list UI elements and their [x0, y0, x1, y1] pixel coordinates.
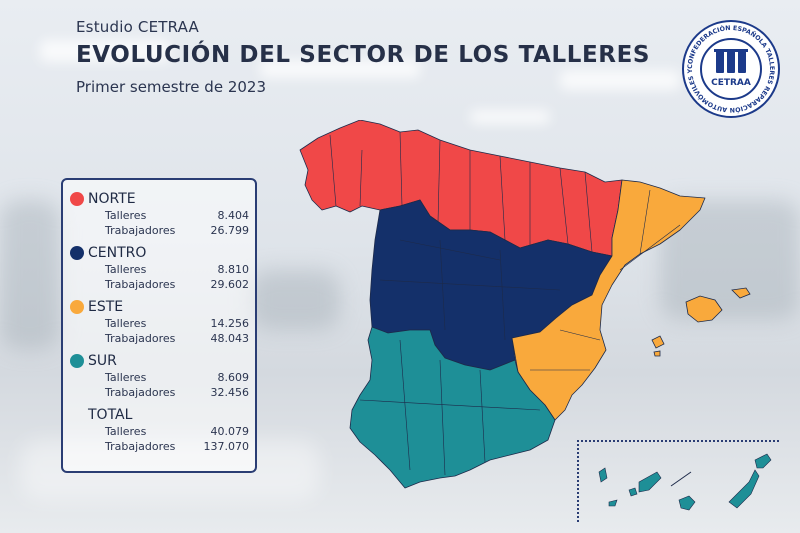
canarias-inset [577, 440, 779, 522]
lanzarote [754, 453, 772, 469]
trabajadores-row: Trabajadores 32.456 [105, 386, 249, 399]
legend-total: TOTAL Talleres 40.079 Trabajadores 137.070 [70, 406, 249, 454]
region-sur [349, 326, 556, 489]
legend-box: NORTE Talleres 8.404 Trabajadores 26.799 C… [61, 178, 257, 473]
study-label: Estudio CETRAA [76, 18, 199, 36]
norte-color-dot [70, 192, 84, 206]
ibiza [651, 335, 665, 349]
total-label: TOTAL [88, 407, 133, 423]
trabajadores-row: Trabajadores 48.043 [105, 332, 249, 345]
mallorca [685, 295, 723, 323]
trabajadores-row: Trabajadores 29.602 [105, 278, 249, 291]
gran-canaria [678, 495, 696, 511]
region-name: SUR [88, 353, 117, 369]
region-name: CENTRO [88, 245, 147, 261]
talleres-row: Talleres 14.256 [105, 317, 249, 330]
header: Estudio CETRAA EVOLUCIÓN DEL SECTOR DE L… [76, 18, 650, 96]
trabajadores-row: Trabajadores 26.799 [105, 224, 249, 237]
la-palma [598, 467, 608, 483]
centro-color-dot [70, 246, 84, 260]
tenerife [638, 471, 662, 493]
legend-region-norte: NORTE Talleres 8.404 Trabajadores 26.799 [70, 190, 249, 238]
talleres-row: Talleres 8.404 [105, 209, 249, 222]
la-gomera [628, 487, 638, 497]
este-color-dot [70, 300, 84, 314]
period-label: Primer semestre de 2023 [76, 78, 266, 96]
region-name: ESTE [88, 299, 124, 315]
el-hierro [608, 499, 618, 507]
region-name: NORTE [88, 191, 136, 207]
legend-region-este: ESTE Talleres 14.256 Trabajadores 48.043 [70, 298, 249, 346]
talleres-row: Talleres 40.079 [105, 425, 249, 438]
menorca [731, 287, 751, 299]
talleres-row: Talleres 8.810 [105, 263, 249, 276]
legend-region-centro: CENTRO Talleres 8.810 Trabajadores 29.602 [70, 244, 249, 292]
formentera [653, 350, 661, 357]
talleres-row: Talleres 8.609 [105, 371, 249, 384]
legend-region-sur: SUR Talleres 8.609 Trabajadores 32.456 [70, 352, 249, 400]
region-este [511, 179, 706, 421]
page-title: EVOLUCIÓN DEL SECTOR DE LOS TALLERES [76, 42, 651, 68]
trabajadores-row: Trabajadores 137.070 [105, 440, 249, 453]
spain-map [299, 120, 751, 489]
fuerteventura [728, 469, 760, 509]
logo-name: CETRAA [711, 78, 751, 88]
cetraa-logo: CONFEDERACIÓN ESPAÑOLA TALLERES REPARACI… [677, 13, 782, 120]
sur-color-dot [70, 354, 84, 368]
